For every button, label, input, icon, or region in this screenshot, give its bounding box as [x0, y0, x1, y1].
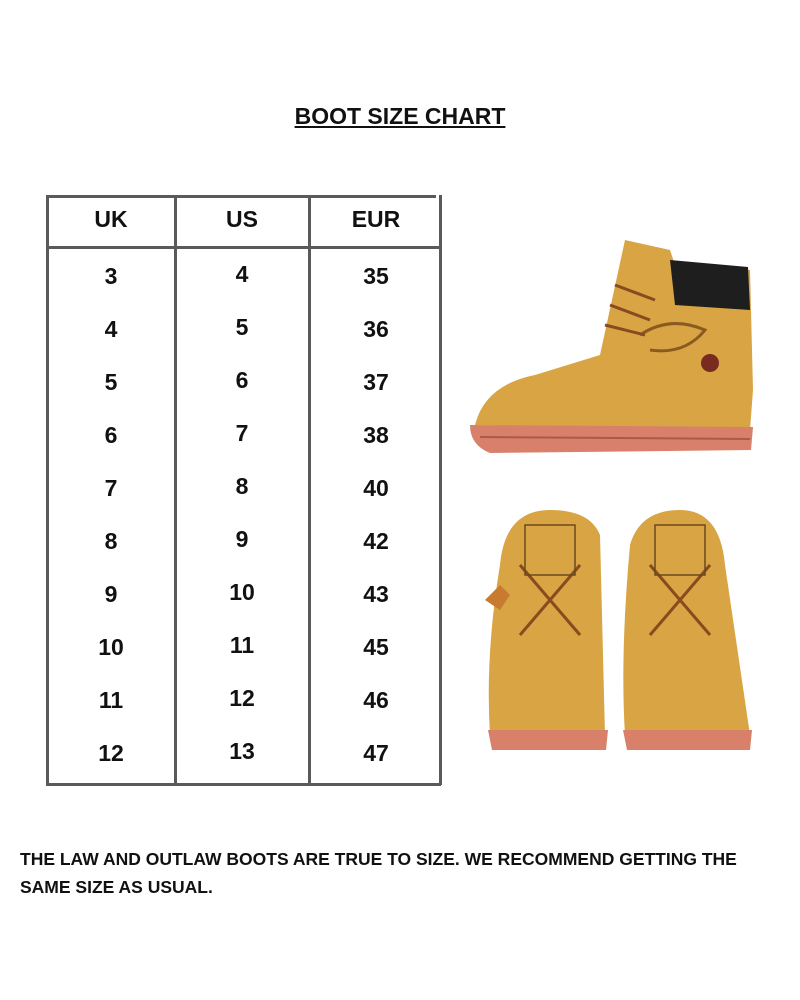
eur-size-cell: 45	[363, 634, 389, 660]
boot-front-view-image	[485, 510, 752, 750]
eur-size-cell: 35	[363, 263, 389, 289]
eur-size-cell: 40	[363, 475, 389, 501]
eur-size-cell: 42	[363, 528, 389, 554]
us-size-cell: 6	[235, 367, 249, 393]
us-size-cell: 4	[235, 261, 249, 287]
header-us: US	[226, 206, 258, 232]
eur-size-cell: 37	[363, 369, 389, 395]
eur-size-cell: 36	[363, 316, 389, 342]
eur-size-cell: 46	[363, 687, 389, 713]
us-size-cell: 13	[229, 738, 255, 764]
us-size-cell: 12	[229, 685, 255, 711]
us-size-cell: 10	[229, 579, 255, 605]
us-size-cell: 11	[229, 632, 255, 658]
eur-size-cell: 38	[363, 422, 389, 448]
uk-size-cell: 8	[104, 528, 118, 554]
uk-size-cell: 12	[98, 740, 124, 766]
uk-size-cell: 3	[104, 263, 118, 289]
uk-size-cell: 6	[104, 422, 118, 448]
uk-size-cell: 10	[98, 634, 124, 660]
column-divider	[174, 195, 177, 785]
uk-size-cell: 4	[104, 316, 118, 342]
boot-side-view-image	[470, 240, 753, 453]
uk-size-cell: 7	[104, 475, 118, 501]
header-uk: UK	[94, 206, 128, 232]
us-size-cell: 9	[235, 526, 249, 552]
table-border-top	[46, 195, 436, 198]
table-border-left	[46, 195, 49, 785]
table-border-right	[439, 195, 442, 785]
us-size-cell: 7	[235, 420, 249, 446]
uk-size-cell: 9	[104, 581, 118, 607]
us-size-cell: 8	[235, 473, 249, 499]
size-table: UK US EUR 3 4 35 4 5 36 5 6 37 6 7 38 7 8 40 8 9 42 9 10 43 1…	[46, 195, 442, 786]
eur-size-cell: 43	[363, 581, 389, 607]
header-divider	[46, 246, 441, 249]
uk-size-cell: 5	[104, 369, 118, 395]
column-divider	[308, 195, 311, 785]
sizing-note: THE LAW AND OUTLAW BOOTS ARE TRUE TO SIZ…	[20, 849, 737, 897]
uk-size-cell: 11	[98, 687, 124, 713]
page-title: BOOT SIZE CHART	[294, 103, 506, 129]
header-eur: EUR	[351, 206, 401, 232]
us-size-cell: 5	[235, 314, 249, 340]
eur-size-cell: 47	[363, 740, 389, 766]
table-border-bottom	[46, 783, 441, 786]
